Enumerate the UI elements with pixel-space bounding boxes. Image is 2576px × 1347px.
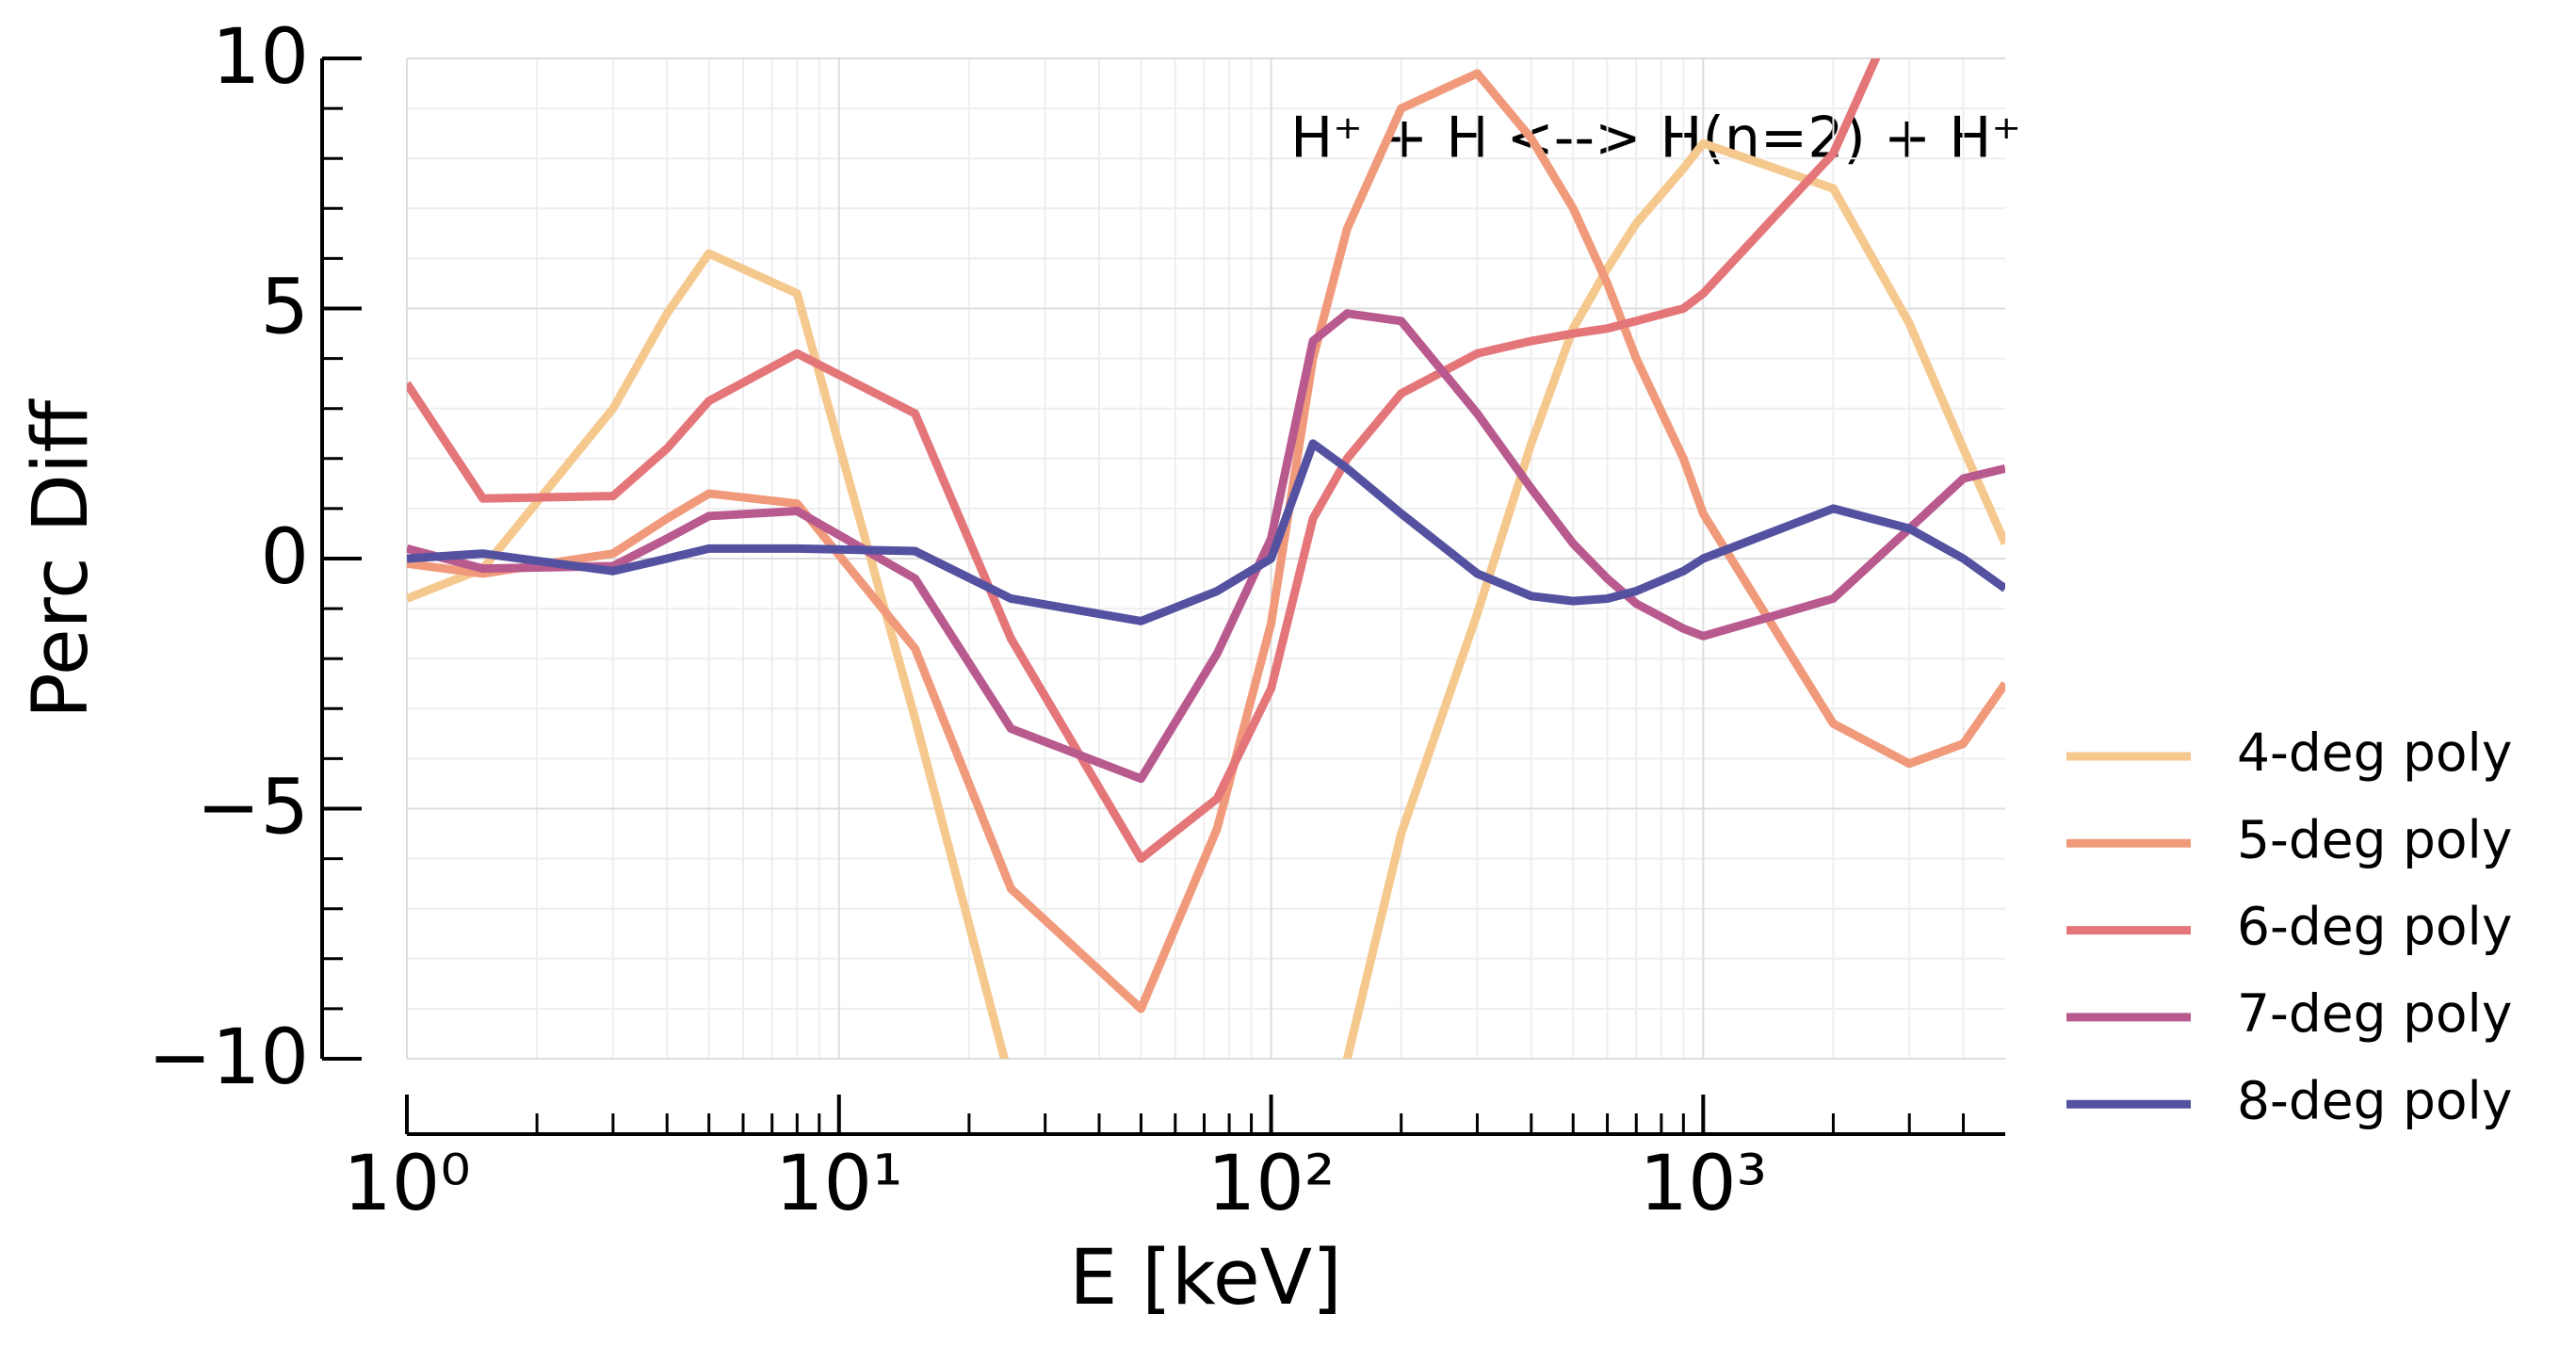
x-tick-label: 10¹ — [775, 1140, 903, 1228]
series-line — [407, 309, 2005, 784]
x-tick-label: 10⁰ — [343, 1140, 471, 1228]
legend-label: 4-deg poly — [2237, 722, 2512, 783]
series-line — [407, 69, 2005, 1014]
x-axis-label: E [keV] — [1069, 1234, 1341, 1323]
series-line — [407, 58, 1881, 864]
legend-label: 5-deg poly — [2237, 809, 2512, 869]
y-tick-label: 10 — [212, 13, 309, 102]
series-line — [407, 439, 2005, 625]
legend-label: 8-deg poly — [2237, 1070, 2512, 1130]
y-tick-label: −5 — [197, 763, 309, 852]
legend-label: 7-deg poly — [2237, 983, 2512, 1044]
x-tick-label: 10² — [1207, 1140, 1336, 1228]
legend-label: 6-deg poly — [2237, 897, 2512, 957]
y-tick-label: 0 — [260, 513, 309, 602]
grid — [406, 57, 2005, 1060]
x-tick-label: 10³ — [1640, 1140, 1768, 1228]
lines — [407, 58, 2005, 1059]
series-line — [407, 138, 2005, 1059]
annotation: H⁺ + H <--> H(n=2) + H⁺ — [1290, 105, 2021, 171]
y-tick-label: −10 — [148, 1014, 309, 1102]
y-tick-label: 5 — [260, 263, 309, 351]
y-axis-label: Perc Diff — [17, 398, 105, 719]
